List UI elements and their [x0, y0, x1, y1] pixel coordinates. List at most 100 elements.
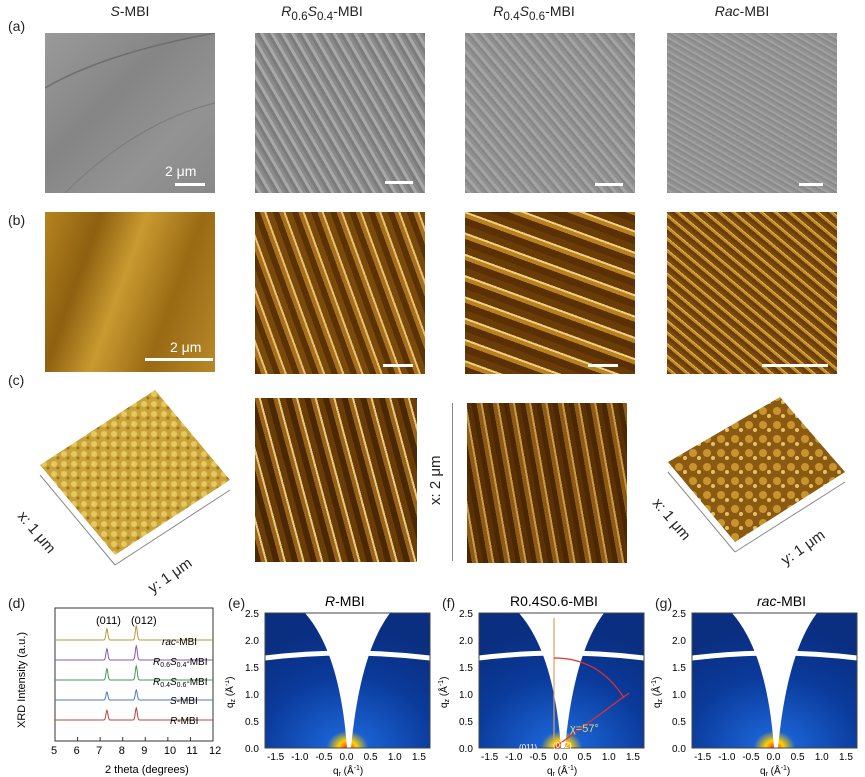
giwaxs-ytick-label: 2.5: [245, 609, 259, 620]
sem-scalebar: [385, 181, 413, 184]
xrd-xtick-label: 11: [186, 745, 197, 757]
giwaxs-xtick-label: -0.5: [742, 752, 760, 763]
giwaxs-ylabel: qz (Å-1): [650, 677, 664, 708]
giwaxs-title-g: rac-MBI: [757, 593, 806, 609]
afm-scalebar: [383, 364, 413, 367]
giwaxs-ytick-label: 0.5: [672, 717, 686, 728]
giwaxs-ytick-label: 2.0: [459, 636, 473, 647]
giwaxs-xtick-label: 0.5: [791, 752, 805, 763]
giwaxs-xtick-label: -1.5: [481, 752, 499, 763]
xrd-series-line: [55, 624, 213, 641]
giwaxs-ytick-label: 0.0: [459, 744, 473, 755]
giwaxs-xtick-label: -0.5: [529, 752, 547, 763]
giwaxs-ytick-label: 2.0: [245, 636, 259, 647]
xrd-xtick-label: 9: [141, 745, 147, 757]
giwaxs-ytick-label: 1.5: [672, 663, 686, 674]
xrd-series-line: [55, 706, 213, 721]
afm-3d-rac: [667, 397, 846, 553]
giwaxs-xtick-label: 1.5: [839, 752, 853, 763]
xrd-ylabel: XRD Intensity (a.u.): [16, 632, 28, 728]
giwaxs-wedge: [732, 613, 817, 748]
xrd-xtick-label: 6: [74, 745, 80, 757]
afm-3d-s: [39, 390, 231, 566]
giwaxs-title-f: R0.4S0.6-MBI: [510, 593, 598, 609]
giwaxs-chi: χ=57°: [570, 723, 599, 735]
giwaxs-xlabel: qr (Å-1): [333, 764, 363, 777]
giwaxs-xtick-label: 1.0: [815, 752, 829, 763]
giwaxs-xtick-label: 0.0: [767, 752, 781, 763]
giwaxs-xtick-label: 0.0: [340, 752, 354, 763]
giwaxs-xlabel: qr (Å-1): [547, 764, 577, 777]
xrd-chart: 5 6 7 8 9 10 11 12 XRD Intensity (a.u.) 2 theta…: [16, 607, 221, 776]
giwaxs-xlabel: qr (Å-1): [760, 764, 790, 777]
giwaxs-wedge: [305, 613, 390, 748]
giwaxs-detector-gap: [691, 650, 858, 661]
panel-label-b: (b): [8, 212, 26, 228]
giwaxs-xtick-label: -1.5: [267, 752, 285, 763]
xrd-legend-s: S-MBI: [170, 696, 198, 707]
giwaxs-panels: 2.5 2.0 1.5 1.0 0.5 0.0 -1.5 -1.0 -0.5 0.0 0.5 1.0 1…: [225, 593, 858, 777]
panel-label-g: (g): [655, 595, 673, 611]
afm-3d-r06s04: [255, 398, 417, 562]
xrd-series-line: [55, 688, 213, 701]
afm-image-r04s06: [465, 212, 635, 374]
giwaxs-ytick-label: 1.5: [459, 663, 473, 674]
afm-scalebar: [145, 358, 213, 361]
sem-image-rac: [667, 33, 837, 193]
giwaxs-ytick-label: 2.5: [459, 609, 473, 620]
giwaxs-title-e: R-MBI: [325, 593, 365, 609]
giwaxs-ytick-label: 0.0: [672, 744, 686, 755]
giwaxs-peak-012: (012): [553, 741, 572, 750]
sem-scalebar: [175, 183, 205, 186]
xrd-xlabel: 2 theta (degrees): [105, 764, 189, 776]
afm-scalebar-text: 2 μm: [170, 339, 202, 355]
axis3d-line: [452, 403, 453, 561]
xrd-legend-rac: rac-MBI: [162, 637, 197, 648]
sem-scalebar-text: 2 μm: [165, 163, 197, 179]
xrd-peak-011: (011): [96, 615, 121, 627]
panel-label-c: (c): [8, 372, 25, 388]
giwaxs-xtick-label: -1.0: [505, 752, 523, 763]
giwaxs-ytick-label: 1.0: [245, 690, 259, 701]
giwaxs-xtick-label: 0.0: [554, 752, 568, 763]
giwaxs-ytick-label: 2.5: [672, 609, 686, 620]
giwaxs-xtick-label: 1.0: [602, 752, 616, 763]
giwaxs-detector-gap: [264, 650, 431, 661]
giwaxs-xtick-label: 1.5: [626, 752, 640, 763]
panel-label-f: (f): [442, 595, 456, 611]
sem-image-r06s04: [255, 33, 425, 193]
giwaxs-xtick-label: 0.5: [364, 752, 378, 763]
xrd-xtick-label: 12: [209, 745, 221, 757]
giwaxs-arrow-angle: [553, 692, 630, 749]
sem-image-s: 2 μm: [45, 33, 215, 193]
afm-scalebar: [762, 364, 828, 367]
sem-scalebar: [595, 183, 623, 186]
sem-scalebar: [799, 183, 823, 186]
xrd-peak-012: (012): [131, 615, 157, 627]
xrd-xtick-label: 8: [119, 745, 125, 757]
giwaxs-xtick-label: -0.5: [315, 752, 333, 763]
giwaxs-frame: [691, 612, 858, 749]
giwaxs-wedge: [519, 613, 604, 748]
xrd-series-line: [55, 644, 213, 661]
panel-label-e: (e): [228, 595, 246, 611]
xrd-frame: [54, 607, 214, 742]
giwaxs-chi-arc: [553, 657, 625, 699]
giwaxs-xtick-label: -1.0: [291, 752, 309, 763]
giwaxs-xtick-label: 0.5: [578, 752, 592, 763]
giwaxs-ytick-label: 1.0: [672, 690, 686, 701]
giwaxs-ytick-label: 2.0: [672, 636, 686, 647]
giwaxs-frame: [264, 612, 431, 749]
column-title-r04s06: R0.4S0.6-MBI: [493, 3, 575, 23]
xrd-xtick-label: 7: [96, 745, 102, 757]
column-title-rac: Rac-MBI: [714, 3, 770, 19]
afm-3d-r04s06: [467, 403, 627, 563]
giwaxs-frame: [478, 612, 645, 749]
afm-image-rac: [667, 212, 837, 374]
giwaxs-detector-gap: [478, 650, 645, 661]
giwaxs-ytick-label: 0.5: [459, 717, 473, 728]
xrd-legend-r: R-MBI: [170, 716, 198, 727]
giwaxs-ylabel: qz (Å-1): [225, 677, 237, 708]
afm-image-r06s04: [255, 212, 425, 374]
giwaxs-peak-011: (011): [519, 743, 537, 752]
